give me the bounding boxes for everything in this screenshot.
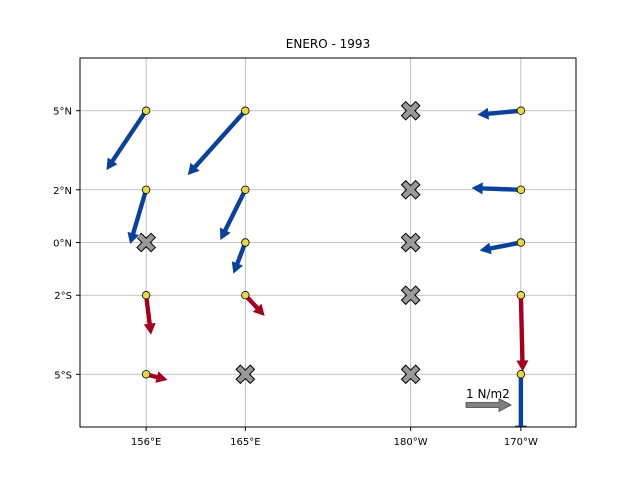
station-point [241,238,250,247]
station-point [241,106,250,115]
missing-cross [400,179,421,200]
chart-title: ENERO - 1993 [286,37,370,51]
wind-stress-arrow [219,188,249,242]
y-tick-label: 2°S [54,291,72,302]
y-tick-label: 5°S [54,370,72,381]
missing-marker [400,285,421,306]
missing-cross [400,232,421,253]
y-tick-label: 5°N [53,107,72,118]
missing-marker [400,364,421,385]
station-point [241,185,250,194]
y-tick-label: 0°N [53,239,72,250]
key-label: 1 N/m2 [466,387,510,401]
key-arrow [465,397,512,413]
station-point [516,238,526,247]
missing-marker [400,179,421,200]
x-tick-label: 170°W [504,437,538,448]
missing-cross [400,100,421,121]
wind-stress-arrow [126,188,149,246]
missing-cross [400,285,421,306]
station-point [516,291,526,300]
x-tick-label: 156°E [131,437,161,448]
station-point [141,185,151,194]
station-point [241,291,250,300]
station-point [516,106,526,115]
station-point [141,291,151,300]
wind-stress-arrow [478,239,522,256]
missing-marker [235,364,256,385]
wind-stress-arrow [513,373,528,427]
x-tick-label: 180°W [394,437,428,448]
wind-stress-arrow [105,108,149,172]
missing-cross [136,232,157,253]
x-tick-label: 165°E [230,437,260,448]
plot-area [80,58,576,427]
station-point [141,106,151,115]
wind-stress-arrow [470,181,522,196]
missing-marker [400,232,421,253]
wind-stress-arrow [231,241,249,275]
wind-stress-arrow [515,294,530,373]
missing-marker [400,100,421,121]
y-tick-label: 2°N [53,186,72,197]
wind-stress-arrow [142,294,157,336]
missing-cross [400,364,421,385]
station-point [516,185,526,194]
wind-stress-arrow [186,108,248,176]
missing-cross [235,364,256,385]
station-point [516,370,526,379]
station-point [141,370,151,379]
wind-stress-arrow [476,106,522,121]
missing-marker [136,232,157,253]
